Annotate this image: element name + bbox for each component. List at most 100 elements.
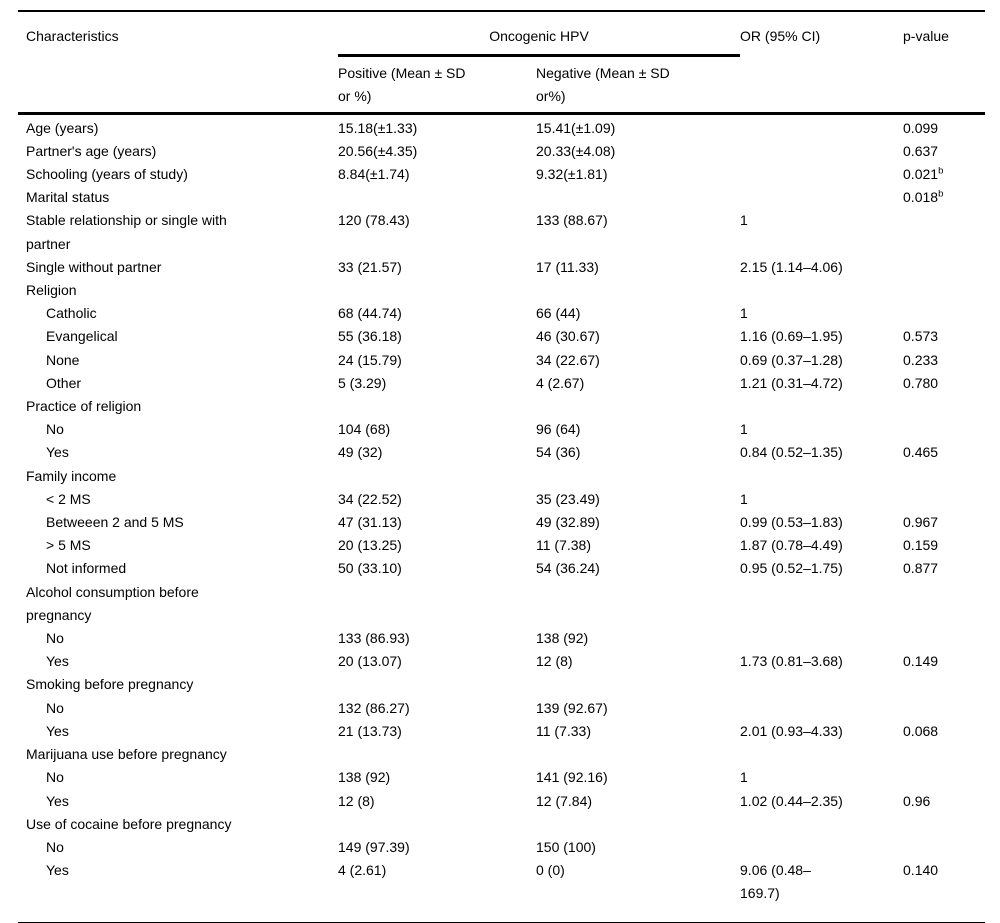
p-value-cell: 0.068 xyxy=(903,722,939,739)
p-value-cell xyxy=(903,813,985,836)
negative-cell xyxy=(536,465,740,488)
positive-cell: 50 (33.10) xyxy=(338,560,402,577)
positive-cell: 15.18(±1.33) xyxy=(338,119,418,136)
positive-cell: 132 (86.27) xyxy=(338,699,410,716)
or-cell xyxy=(740,395,903,418)
characteristic-cell: Practice of religion xyxy=(26,398,142,415)
positive-cell: 47 (31.13) xyxy=(338,514,402,531)
negative-cell: 11 (7.38) xyxy=(536,537,591,554)
table-row: > 5 MS 20 (13.25) 11 (7.38) 1.87 (0.78–4.49… xyxy=(18,534,985,557)
p-value-cell xyxy=(903,673,985,696)
table-row: Practice of religion xyxy=(18,395,985,418)
table-row: Yes 12 (8) 12 (7.84) 1.02 (0.44–2.35) 0.96 xyxy=(18,790,985,813)
p-value-cell: 0.140 xyxy=(903,862,939,879)
table-row: < 2 MS 34 (22.52) 35 (23.49) 1 xyxy=(18,488,985,511)
negative-cell: 133 (88.67) xyxy=(536,212,608,229)
p-value-cell: 0.099 xyxy=(903,119,939,136)
header-row-top: Characteristics Oncogenic HPV OR (95% CI… xyxy=(18,11,985,58)
table-row: Age (years) 15.18(±1.33) 15.41(±1.09) 0.099 xyxy=(18,113,985,140)
positive-cell: 55 (36.18) xyxy=(338,328,402,345)
p-value-cell: 0.573 xyxy=(903,328,939,345)
characteristics-table: Characteristics Oncogenic HPV OR (95% CI… xyxy=(18,10,986,923)
or-cell xyxy=(740,186,903,209)
or-cell: 1 xyxy=(740,421,748,438)
p-value-cell: 0.465 xyxy=(903,444,939,461)
negative-cell: 141 (92.16) xyxy=(536,769,608,786)
characteristic-cell: Marijuana use before pregnancy xyxy=(26,746,227,763)
positive-cell: 34 (22.52) xyxy=(338,490,402,507)
negative-cell: 9.32(±1.81) xyxy=(536,166,608,183)
p-value-cell xyxy=(903,836,985,859)
or-cell: 1 xyxy=(740,769,748,786)
negative-cell: 138 (92) xyxy=(536,630,589,647)
table-row: Other 5 (3.29) 4 (2.67) 1.21 (0.31–4.72) 0.7… xyxy=(18,372,985,395)
table-row: Marijuana use before pregnancy xyxy=(18,743,985,766)
table-row: Catholic 68 (44.74) 66 (44) 1 xyxy=(18,302,985,325)
positive-cell: 120 (78.43) xyxy=(338,212,410,229)
or-cell: 1.21 (0.31–4.72) xyxy=(740,374,843,391)
positive-cell: 20 (13.07) xyxy=(338,653,402,670)
p-value-cell xyxy=(903,395,985,418)
characteristic-cell: Marital status xyxy=(26,189,110,206)
characteristic-cell: Catholic xyxy=(46,305,97,322)
p-value-superscript: b xyxy=(938,165,944,177)
positive-cell xyxy=(338,673,536,696)
or-cell xyxy=(740,627,903,650)
characteristic-cell: No xyxy=(46,421,64,438)
characteristic-cell: Other xyxy=(46,374,82,391)
table-header: Characteristics Oncogenic HPV OR (95% CI… xyxy=(18,11,986,114)
negative-cell xyxy=(536,743,740,766)
characteristic-cell: Evangelical xyxy=(46,328,118,345)
or-cell xyxy=(740,465,903,488)
table-row: Yes 21 (13.73) 11 (7.33) 2.01 (0.93–4.33) 0.… xyxy=(18,720,985,743)
negative-cell xyxy=(536,813,740,836)
table-row: None 24 (15.79) 34 (22.67) 0.69 (0.37–1.28)… xyxy=(18,349,985,372)
negative-cell xyxy=(536,186,740,209)
positive-cell: 4 (2.61) xyxy=(338,862,387,879)
negative-cell: 66 (44) xyxy=(536,305,581,322)
table-body: Age (years) 15.18(±1.33) 15.41(±1.09) 0.099… xyxy=(18,113,985,922)
or-cell xyxy=(740,743,903,766)
characteristic-cell: > 5 MS xyxy=(46,537,91,554)
table-row: Marital status 0.018b xyxy=(18,186,985,209)
positive-cell xyxy=(338,743,536,766)
negative-cell xyxy=(536,581,740,627)
or-cell xyxy=(740,581,903,627)
characteristic-cell: Alcohol consumption before pregnancy xyxy=(26,583,199,623)
p-value-cell: 0.780 xyxy=(903,374,939,391)
characteristic-cell: Religion xyxy=(26,282,77,299)
p-value-cell xyxy=(903,209,985,255)
table-row: Single without partner 33 (21.57) 17 (11.3… xyxy=(18,256,985,279)
negative-cell: 11 (7.33) xyxy=(536,722,591,739)
or-cell xyxy=(740,163,903,186)
positive-cell: 8.84(±1.74) xyxy=(338,166,410,183)
positive-cell xyxy=(338,813,536,836)
characteristic-cell: Betweeen 2 and 5 MS xyxy=(46,514,184,531)
characteristic-cell: Yes xyxy=(46,862,69,879)
characteristic-cell: Yes xyxy=(46,792,69,809)
characteristic-cell: Use of cocaine before pregnancy xyxy=(26,815,232,832)
or-cell: 0.99 (0.53–1.83) xyxy=(740,514,843,531)
or-cell: 1.73 (0.81–3.68) xyxy=(740,653,843,670)
p-value-cell xyxy=(903,766,985,789)
or-cell xyxy=(740,279,903,302)
p-value-cell xyxy=(903,465,985,488)
negative-cell: 12 (8) xyxy=(536,653,573,670)
p-value-cell: 0.967 xyxy=(903,514,939,531)
p-value-cell: 0.96 xyxy=(903,792,931,809)
p-value-cell: 0.018b xyxy=(903,188,944,206)
negative-cell: 150 (100) xyxy=(536,838,596,855)
p-value-cell xyxy=(903,743,985,766)
table-row: Smoking before pregnancy xyxy=(18,673,985,696)
negative-cell xyxy=(536,395,740,418)
or-cell: 0.95 (0.52–1.75) xyxy=(740,560,843,577)
positive-cell xyxy=(338,279,536,302)
p-value-cell xyxy=(903,581,985,627)
negative-cell: 12 (7.84) xyxy=(536,792,593,809)
table-row: Schooling (years of study) 8.84(±1.74) 9.3… xyxy=(18,163,985,186)
characteristic-cell: Family income xyxy=(26,467,117,484)
col-header-p-value: p-value xyxy=(903,28,949,44)
table-row: Stable relationship or single with partn… xyxy=(18,209,985,255)
table-row: No 138 (92) 141 (92.16) 1 xyxy=(18,766,985,789)
